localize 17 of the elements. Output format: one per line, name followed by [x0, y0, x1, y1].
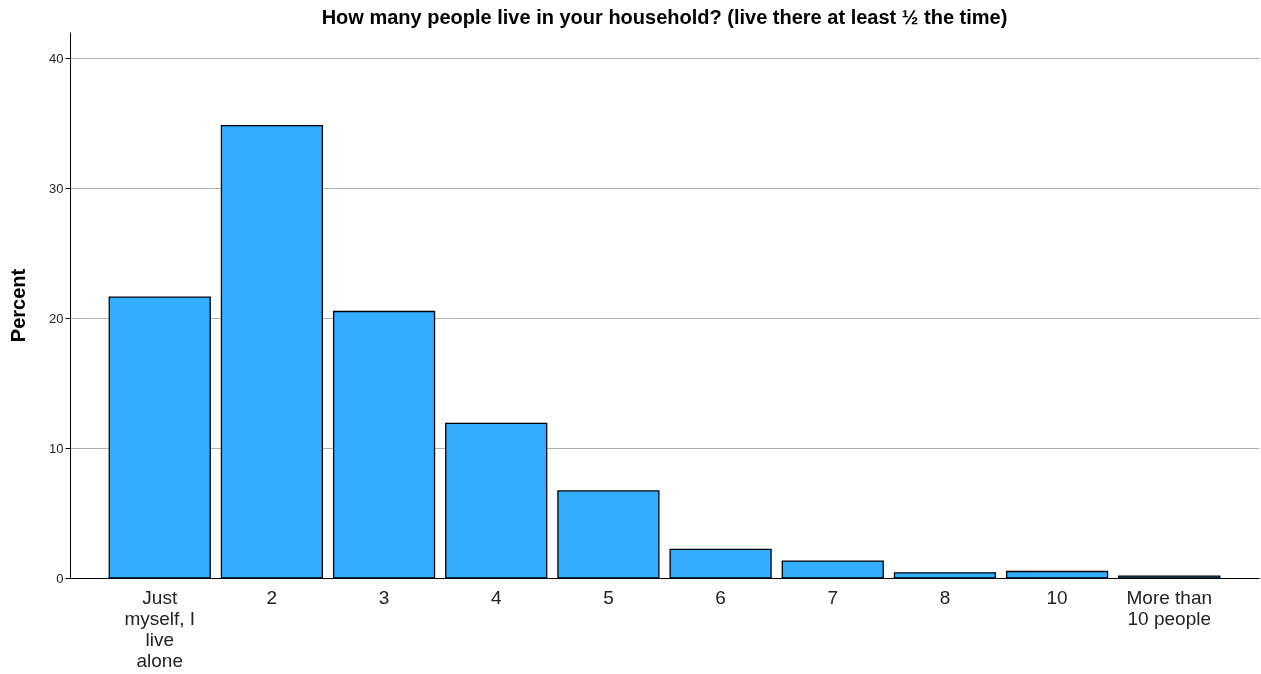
y-tick-label: 20: [49, 310, 64, 326]
y-tick-label: 30: [49, 180, 64, 196]
chart-title: How many people live in your household? (live there at least ½ the time): [321, 6, 1008, 28]
x-tick-label: 3: [378, 586, 390, 608]
y-axis-title: Percent: [7, 268, 30, 343]
x-tick-label: Just myself, I live alone: [124, 586, 196, 671]
x-tick-label: 7: [827, 586, 839, 608]
y-tick-label: 0: [56, 570, 64, 586]
x-tick-label: 2: [266, 586, 278, 608]
x-tick-label: More than 10 people: [1126, 586, 1213, 629]
y-tick-label: 10: [49, 440, 64, 456]
x-tick-label: 6: [715, 586, 726, 608]
x-tick-label: 10: [1046, 586, 1068, 608]
y-tick-label: 40: [49, 50, 64, 66]
x-tick-label: 5: [603, 586, 614, 608]
x-tick-label: 8: [939, 586, 951, 608]
x-tick-label: 4: [490, 586, 502, 608]
